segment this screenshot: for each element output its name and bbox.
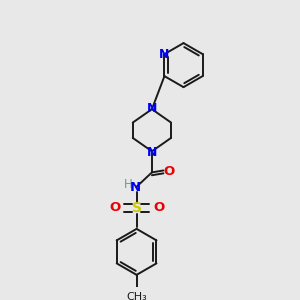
Text: N: N [159, 48, 170, 61]
Text: N: N [130, 181, 141, 194]
Text: N: N [147, 146, 157, 159]
Text: O: O [153, 201, 164, 214]
Text: O: O [109, 201, 120, 214]
Text: S: S [132, 201, 142, 215]
Text: H: H [124, 178, 132, 191]
Text: O: O [164, 165, 175, 178]
Text: N: N [147, 102, 157, 115]
Text: CH₃: CH₃ [126, 292, 147, 300]
